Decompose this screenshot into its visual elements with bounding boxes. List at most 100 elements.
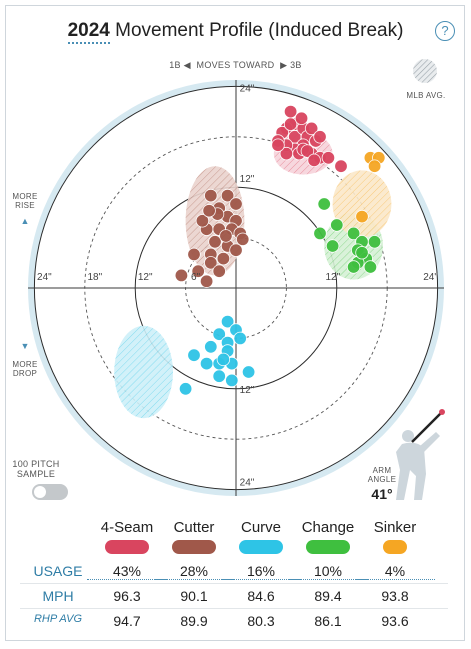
pitch-name-sinker: Sinker (373, 519, 417, 536)
pitch-point-sinker (355, 209, 369, 224)
table-divider (20, 583, 448, 584)
pill-4seam[interactable] (105, 540, 149, 554)
pitch-point-cutter (204, 188, 218, 203)
usage-4seam: 43% (87, 563, 167, 580)
pitcher-figure-icon (386, 404, 456, 504)
title-text: Movement Profile (Induced Break) (115, 20, 404, 41)
pitch-point-curve (212, 327, 226, 341)
usage-sinker: 4% (355, 563, 435, 580)
pitch-point-change (330, 218, 344, 232)
pitch-point-change (367, 235, 382, 249)
rhp-cutter: 89.9 (180, 613, 208, 629)
pitch-name-change: Change (301, 519, 355, 536)
tick-label-right-24: 24" (423, 272, 438, 283)
pitch-point-change (346, 260, 361, 274)
pitch-point-4seam (294, 111, 309, 126)
rhp-avg-row-label: RHP AVG (33, 613, 83, 625)
pitch-point-change (346, 226, 361, 241)
pitch-point-curve (225, 373, 239, 388)
tick-label-bottom-24: 24" (240, 478, 255, 489)
pitch-point-cutter (216, 251, 231, 266)
up-arrow-icon: ▲ (20, 216, 30, 226)
pitch-point-4seam (304, 121, 319, 136)
pitch-point-change (317, 197, 331, 211)
pitch-point-curve (216, 352, 231, 367)
pitch-point-cutter (236, 232, 250, 246)
mlb-avg-label: MLB AVG. (406, 91, 446, 100)
toggle-knob[interactable] (34, 486, 46, 498)
pitch-point-cutter (199, 274, 214, 288)
pill-cutter[interactable] (172, 540, 216, 554)
more-drop-label: MORE DROP (12, 360, 38, 378)
tick-label-right-12: 12" (325, 272, 340, 283)
pitch-point-4seam (283, 117, 298, 131)
mph-row-label: MPH (42, 588, 74, 604)
pitch-point-cutter (229, 197, 243, 211)
arm-angle-value: 41° (371, 486, 393, 502)
pitch-point-curve (204, 340, 218, 354)
pitch-point-4seam (334, 159, 348, 173)
pitch-point-cutter (174, 268, 189, 283)
pitch-point-curve (178, 382, 193, 396)
tick-label-left-18: 18" (87, 272, 102, 283)
pitch-point-curve (199, 356, 214, 371)
pitch-point-cutter (219, 229, 233, 243)
pitch-point-curve (233, 331, 247, 346)
mlb-avg-legend-icon[interactable] (412, 58, 438, 84)
rhp-4seam: 94.7 (113, 613, 141, 629)
table-divider (20, 608, 448, 609)
tick-label-left-24: 24" (37, 272, 52, 283)
tick-label-bottom-12: 12" (240, 385, 255, 396)
rhp-curve: 80.3 (247, 613, 275, 629)
mph-curve: 84.6 (247, 588, 275, 604)
pitch-name-curve: Curve (240, 519, 281, 536)
pitch-name-4seam: 4-Seam (100, 519, 154, 536)
pitch-point-change (325, 239, 340, 253)
direction-middle: MOVES TOWARD (196, 60, 275, 70)
pitch-point-curve (220, 314, 235, 329)
pitch-point-cutter (212, 264, 226, 278)
pitch-point-4seam (307, 153, 321, 168)
rhp-change: 86.1 (314, 613, 342, 629)
pitch-point-sinker (367, 159, 382, 173)
direction-left: 1B (169, 60, 181, 70)
usage-curve: 16% (221, 563, 301, 580)
mph-sinker: 93.8 (381, 588, 409, 604)
mlb-avg-ellipse-sinker (332, 170, 392, 238)
usage-row-label: USAGE (33, 563, 83, 579)
arm-angle-label: ARM ANGLE (367, 466, 397, 484)
pitch-point-4seam (279, 146, 294, 161)
down-arrow-icon: ▼ (20, 341, 30, 351)
pitch-point-curve (241, 365, 256, 379)
pitch-point-cutter (191, 264, 205, 278)
more-rise-label: MORE RISE (12, 192, 38, 210)
pill-change[interactable] (306, 540, 350, 554)
mph-4seam: 96.3 (113, 588, 141, 604)
tick-label-top-12: 12" (240, 174, 255, 185)
pitch-point-4seam (321, 151, 336, 165)
pitch-point-cutter (229, 243, 243, 257)
pitch-point-4seam (271, 138, 285, 152)
pitch-point-cutter (220, 188, 235, 203)
pitch-point-change (355, 246, 369, 260)
rhp-sinker: 93.6 (381, 613, 409, 629)
pitch-point-4seam (300, 144, 315, 158)
left-arrow-icon: ◀ (183, 60, 191, 70)
pitch-name-cutter: Cutter (173, 519, 215, 536)
help-icon[interactable]: ? (435, 21, 455, 41)
pitch-point-cutter (195, 214, 210, 228)
usage-cutter: 28% (154, 563, 234, 580)
pitch-point-cutter (187, 247, 201, 262)
pill-sinker[interactable] (383, 540, 407, 554)
tick-label-left-12: 12" (138, 272, 153, 283)
sample-label: 100 PITCH SAMPLE (12, 459, 60, 479)
sample-toggle[interactable] (32, 484, 68, 500)
year-label[interactable]: 2024 (67, 20, 110, 44)
pill-curve[interactable] (239, 540, 283, 554)
mph-cutter: 90.1 (180, 588, 208, 604)
right-arrow-icon: ▶ (280, 60, 288, 70)
direction-label: 1B ◀ MOVES TOWARD ▶ 3B (0, 60, 471, 71)
page-title: 2024 Movement Profile (Induced Break) (0, 20, 471, 44)
pitch-point-change (313, 226, 327, 241)
pitch-point-cutter (204, 256, 218, 270)
